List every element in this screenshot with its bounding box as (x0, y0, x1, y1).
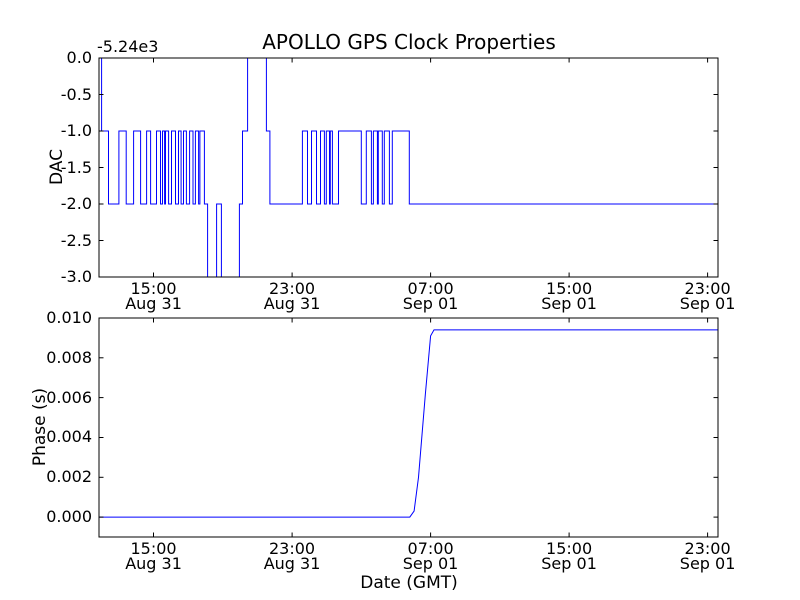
y-tick-label: -2.0 (60, 194, 92, 213)
y-tick-label: -0.5 (60, 84, 92, 104)
x-tick-label: 15:00 Sep 01 (541, 539, 597, 573)
y-tick-label: 0.006 (46, 387, 92, 407)
y-tick-label: 0.0 (66, 48, 92, 67)
y-tick-label: -1.5 (60, 157, 92, 177)
y-tick-label: 0.000 (46, 507, 92, 527)
x-tick-label: 07:00 Sep 01 (402, 279, 459, 313)
y-tick-label: 0.002 (46, 467, 92, 487)
tick-marks (99, 317, 718, 537)
x-tick-label: 23:00 Aug 31 (263, 279, 321, 313)
x-tick-label: 23:00 Aug 31 (263, 539, 321, 573)
axes-frame (98, 317, 719, 538)
phase-line (99, 329, 718, 518)
y-tick-label: 0.004 (46, 427, 92, 447)
x-tick-label: 15:00 Aug 31 (125, 539, 182, 573)
tick-marks (99, 57, 718, 278)
y-tick-label: -2.5 (60, 230, 92, 250)
x-tick-label: 07:00 Sep 01 (402, 539, 459, 573)
y-tick-label: 0.010 (46, 308, 92, 327)
y-tick-label: -1.0 (60, 121, 92, 140)
axes-frame (98, 57, 719, 278)
y-tick-label: 0.008 (46, 347, 92, 367)
date-axis-label: Date (GMT) (360, 573, 458, 593)
x-tick-label: 15:00 Aug 31 (125, 279, 182, 313)
x-tick-label: 23:00 Sep 01 (679, 279, 736, 313)
x-tick-label: 23:00 Sep 01 (679, 539, 736, 573)
y-tick-label: -3.0 (60, 267, 92, 286)
dac-line (99, 57, 718, 278)
x-tick-label: 15:00 Sep 01 (541, 279, 597, 313)
chart-title: APOLLO GPS Clock Properties (262, 30, 556, 54)
y-axis-offset-label: -5.24e3 (97, 37, 159, 56)
